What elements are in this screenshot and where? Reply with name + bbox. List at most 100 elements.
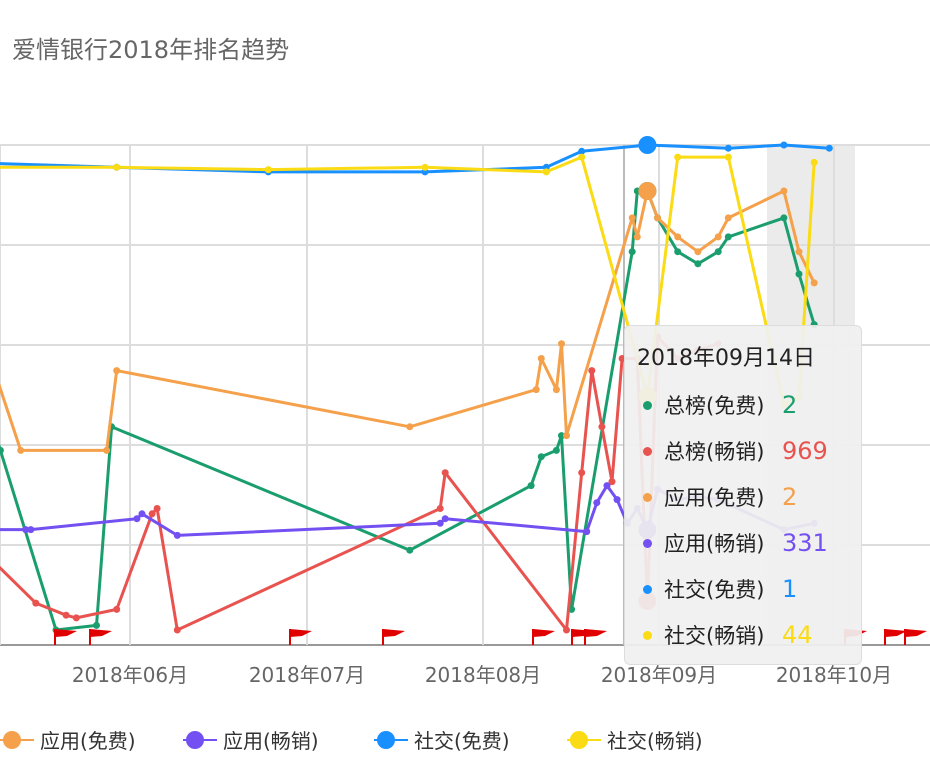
tooltip-series-value: 44 bbox=[782, 621, 813, 649]
data-point bbox=[795, 248, 803, 256]
data-point bbox=[628, 214, 636, 222]
data-point bbox=[563, 432, 570, 440]
data-point bbox=[674, 248, 682, 256]
data-point bbox=[0, 446, 4, 454]
data-point bbox=[148, 510, 156, 518]
legend-item[interactable]: 社交(免费) bbox=[374, 729, 510, 753]
event-flag[interactable] bbox=[89, 629, 112, 645]
data-point bbox=[563, 626, 570, 634]
data-point bbox=[724, 233, 732, 241]
data-point bbox=[810, 158, 818, 166]
tooltip-date: 2018年09月14日 bbox=[637, 346, 815, 371]
data-point bbox=[436, 505, 444, 512]
event-flag[interactable] bbox=[584, 629, 607, 645]
legend-label: 社交(畅销) bbox=[607, 729, 703, 753]
data-point bbox=[558, 340, 565, 348]
tooltip-series-name: 应用(畅销) bbox=[664, 532, 765, 556]
event-flag[interactable] bbox=[289, 629, 312, 645]
data-point bbox=[654, 214, 661, 222]
data-point bbox=[603, 482, 611, 490]
data-point bbox=[674, 153, 682, 161]
x-tick-label: 2018年07月 bbox=[249, 663, 365, 687]
data-point bbox=[62, 611, 70, 619]
data-point bbox=[113, 367, 121, 375]
tooltip-series-value: 1 bbox=[782, 575, 798, 603]
tooltip-series-value: 2 bbox=[782, 483, 798, 511]
x-tick-label: 2018年06月 bbox=[72, 663, 188, 687]
legend-item[interactable]: 应用(畅销) bbox=[183, 729, 319, 753]
tooltip-series-name: 总榜(免费) bbox=[664, 394, 765, 418]
data-point bbox=[27, 526, 35, 534]
data-point bbox=[113, 163, 121, 171]
series-dot-icon bbox=[643, 492, 652, 502]
series-2 bbox=[0, 182, 818, 454]
event-flag[interactable] bbox=[884, 629, 907, 645]
legend-item[interactable]: 应用(免费) bbox=[0, 729, 136, 753]
legend[interactable]: 应用(免费) 应用(畅销) 社交(免费) 社交(畅销) bbox=[0, 729, 703, 753]
data-point bbox=[532, 386, 540, 394]
data-point bbox=[780, 141, 788, 149]
data-point bbox=[441, 469, 449, 477]
data-point bbox=[138, 510, 146, 518]
tooltip-series-name: 应用(免费) bbox=[664, 486, 765, 510]
series-dot-icon bbox=[643, 400, 652, 410]
series-dot-icon bbox=[643, 538, 652, 548]
data-point bbox=[780, 187, 788, 195]
event-flag[interactable] bbox=[532, 629, 555, 645]
data-point bbox=[714, 233, 722, 241]
event-flag[interactable] bbox=[904, 629, 927, 645]
series-dot-icon bbox=[643, 446, 652, 456]
data-point bbox=[542, 168, 550, 176]
tooltip-series-value: 2 bbox=[782, 391, 798, 419]
data-point bbox=[537, 355, 545, 362]
data-point bbox=[628, 248, 636, 256]
series-dot-icon bbox=[643, 630, 652, 640]
x-axis: 月2018年06月2018年07月2018年08月2018年09月2018年10… bbox=[72, 663, 892, 687]
data-point bbox=[593, 499, 601, 507]
data-point bbox=[724, 144, 732, 152]
data-point bbox=[825, 144, 833, 152]
data-point bbox=[436, 519, 444, 527]
data-point bbox=[17, 446, 25, 454]
data-point bbox=[93, 621, 100, 629]
data-point bbox=[613, 496, 621, 504]
data-point bbox=[537, 453, 545, 461]
data-point bbox=[578, 153, 586, 161]
data-point bbox=[32, 599, 40, 607]
tooltip-series-value: 969 bbox=[782, 437, 828, 465]
data-point bbox=[527, 482, 535, 490]
legend-item[interactable]: 社交(畅销) bbox=[567, 729, 703, 753]
event-flag[interactable] bbox=[54, 629, 77, 645]
legend-label: 应用(免费) bbox=[40, 729, 136, 753]
data-point bbox=[421, 163, 429, 171]
data-point bbox=[608, 478, 616, 486]
tooltip-row: 社交(免费) 1 bbox=[637, 566, 861, 612]
data-point bbox=[441, 515, 449, 523]
series-dot-icon bbox=[643, 584, 652, 594]
data-point bbox=[588, 367, 596, 375]
data-point bbox=[133, 515, 141, 523]
data-point bbox=[406, 546, 414, 554]
x-tick-label: 2018年10月 bbox=[776, 663, 892, 687]
data-point bbox=[22, 526, 30, 534]
data-point bbox=[694, 248, 702, 256]
tooltip: 2018年09月14日 总榜(免费) 2 总榜(畅销) 969 应用(免费) 2 应用(畅销… bbox=[624, 325, 862, 665]
data-point bbox=[578, 469, 586, 477]
event-flag[interactable] bbox=[382, 629, 405, 645]
data-point bbox=[674, 233, 682, 241]
chart-title: 爱情银行2018年排名趋势 bbox=[12, 36, 290, 64]
tooltip-row: 总榜(免费) 2 bbox=[637, 382, 861, 428]
tooltip-row: 应用(免费) 2 bbox=[637, 474, 861, 520]
tooltip-row: 应用(畅销) 331 bbox=[637, 520, 861, 566]
data-point bbox=[618, 355, 626, 362]
data-point bbox=[638, 136, 657, 154]
data-point bbox=[558, 432, 565, 440]
data-point bbox=[810, 279, 818, 287]
data-point bbox=[103, 446, 111, 454]
data-point bbox=[583, 528, 591, 536]
x-tick-label: 2018年08月 bbox=[425, 663, 541, 687]
data-point bbox=[724, 214, 732, 222]
data-point bbox=[714, 248, 722, 256]
legend-label: 社交(免费) bbox=[414, 729, 510, 753]
tooltip-series-name: 社交(畅销) bbox=[664, 624, 765, 648]
